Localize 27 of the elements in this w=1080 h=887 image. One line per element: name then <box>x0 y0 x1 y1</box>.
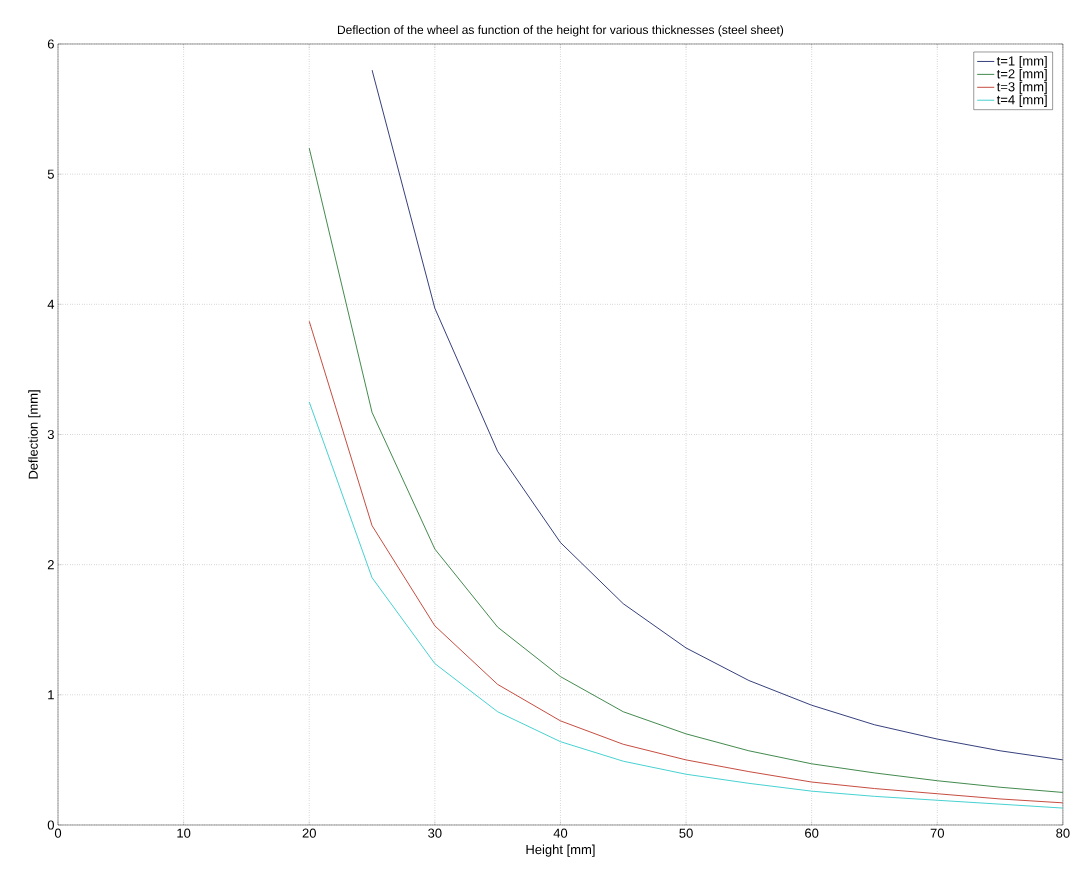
x-tick-label: 60 <box>805 828 819 838</box>
x-tick-label: 20 <box>302 828 316 838</box>
x-tick-label: 50 <box>679 828 693 838</box>
line-series <box>371 69 1063 761</box>
x-tick-label: 0 <box>54 828 62 838</box>
y-tick-label: 6 <box>47 39 54 49</box>
y-tick-label: 3 <box>47 429 54 440</box>
y-tick-label: 0 <box>47 820 54 830</box>
line-series <box>308 401 1063 809</box>
x-tick-label: 70 <box>930 828 944 838</box>
x-tick-label: 40 <box>553 828 568 838</box>
line-series <box>308 147 1063 793</box>
x-axis-title: Height [mm] <box>526 844 595 857</box>
y-tick-label: 4 <box>47 299 55 309</box>
x-tick-label: 10 <box>177 828 191 838</box>
line-series <box>308 320 1063 804</box>
x-tick-label: 30 <box>428 828 442 838</box>
y-axis-title: Deflection [mm] <box>28 390 41 479</box>
y-tick-label: 2 <box>47 560 54 570</box>
x-tick-label: 80 <box>1056 828 1070 838</box>
chart-title: Deflection of the wheel as function of the height for various thicknesses (steel sheet) <box>337 25 784 37</box>
legend-label: t=2 [mm] <box>996 68 1047 82</box>
y-tick-label: 1 <box>48 690 54 700</box>
legend-label: t=4 [mm] <box>996 94 1047 107</box>
y-tick-label: 5 <box>47 169 54 179</box>
legend-label: t=3 [mm] <box>996 81 1047 94</box>
legend-label: t=1 [mm] <box>996 55 1047 69</box>
